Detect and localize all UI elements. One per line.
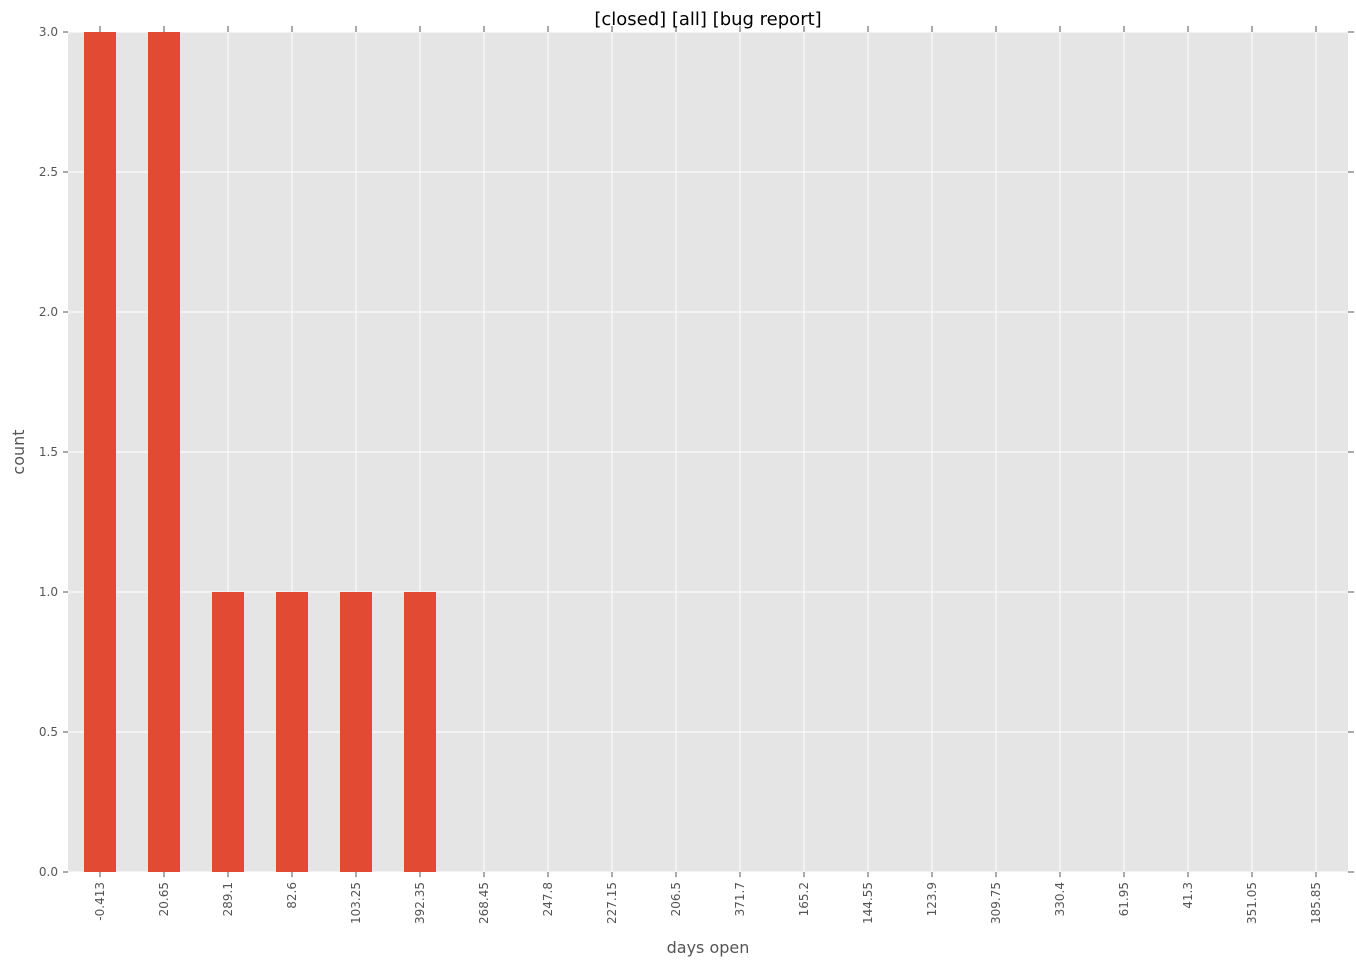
x-tick-label: 123.9	[925, 882, 939, 916]
x-tick-label: 227.15	[605, 882, 619, 924]
x-tick-label: 392.35	[413, 882, 427, 924]
x-tick-label: 309.75	[989, 882, 1003, 924]
x-ticks: -0.413 20.65 289.1 82.6 103.25 392.35 268.45 24…	[93, 26, 1323, 924]
y-tick-label: 1.0	[39, 585, 58, 599]
y-axis-label: count	[9, 429, 28, 474]
y-tick-label: 0.5	[39, 725, 58, 739]
x-tick-label: 20.65	[157, 882, 171, 916]
x-tick-label: 330.4	[1053, 882, 1067, 916]
bar	[84, 32, 116, 872]
x-tick-label: 206.5	[669, 882, 683, 916]
y-tick-label: 3.0	[39, 25, 58, 39]
y-ticks: 0.0 0.5 1.0 1.5 2.0 2.5 3.0	[39, 25, 1354, 879]
x-tick-label: 103.25	[349, 882, 363, 924]
bars	[84, 32, 436, 872]
y-tick-label: 2.0	[39, 305, 58, 319]
x-tick-label: 61.95	[1117, 882, 1131, 916]
x-tick-label: -0.413	[93, 882, 107, 921]
bar	[276, 592, 308, 872]
bar	[404, 592, 436, 872]
y-tick-label: 0.0	[39, 865, 58, 879]
x-tick-label: 144.55	[861, 882, 875, 924]
bar	[148, 32, 180, 872]
x-tick-label: 82.6	[285, 882, 299, 909]
x-tick-label: 268.45	[477, 882, 491, 924]
x-tick-label: 165.2	[797, 882, 811, 916]
x-tick-label: 351.05	[1245, 882, 1259, 924]
x-tick-label: 371.7	[733, 882, 747, 916]
x-tick-label: 289.1	[221, 882, 235, 916]
x-tick-label: 41.3	[1181, 882, 1195, 909]
y-tick-label: 1.5	[39, 445, 58, 459]
bar	[340, 592, 372, 872]
y-tick-label: 2.5	[39, 165, 58, 179]
x-axis-label: days open	[667, 938, 750, 957]
x-tick-label: 247.8	[541, 882, 555, 916]
chart-title: [closed] [all] [bug report]	[594, 9, 821, 30]
bar	[212, 592, 244, 872]
x-tick-label: 185.85	[1309, 882, 1323, 924]
